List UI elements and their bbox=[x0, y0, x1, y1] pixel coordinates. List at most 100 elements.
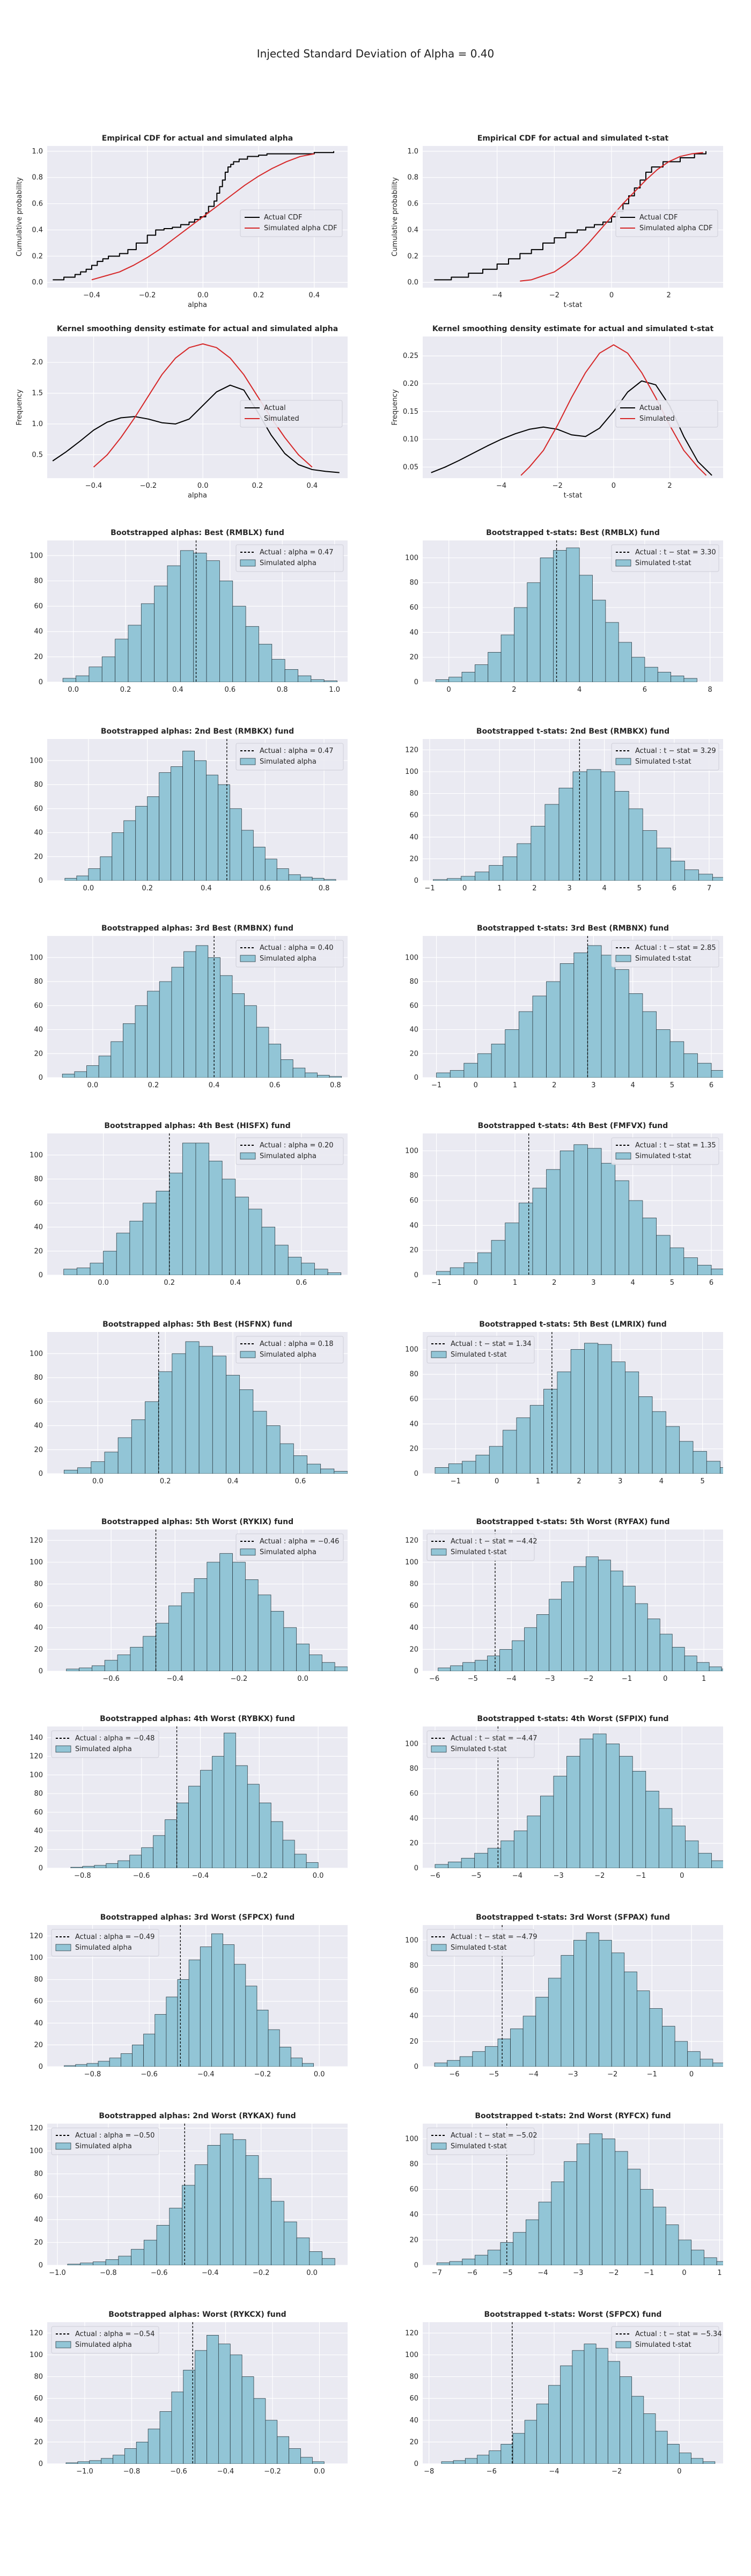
chart-svg: −1 0 1 2 3 4 5 0 20 40 60 80 100 Bootstrapped t-stats… bbox=[405, 1320, 723, 1485]
legend-box bbox=[235, 1336, 344, 1364]
histogram-bar bbox=[711, 1860, 723, 1868]
x-tick-label: −0.2 bbox=[140, 482, 157, 490]
histogram-bar bbox=[559, 1151, 575, 1275]
legend: Actual : t − stat = −4.79 Simulated t-sta… bbox=[426, 1929, 538, 1957]
histogram-bar bbox=[147, 796, 160, 881]
chart-title: Bootstrapped alphas: 2nd Worst (RYKAX) f… bbox=[99, 2112, 296, 2120]
histogram-bar bbox=[256, 2009, 269, 2067]
histogram-bar bbox=[64, 2065, 76, 2067]
histogram-bar bbox=[117, 1860, 130, 1868]
legend-label: Simulated t-stat bbox=[635, 758, 691, 766]
histogram-bar bbox=[309, 2251, 322, 2265]
x-axis-label: alpha bbox=[188, 301, 207, 309]
y-tick-label: 0 bbox=[414, 2262, 418, 2270]
legend-label: Simulated alpha bbox=[75, 2341, 132, 2349]
y-tick-label: 120 bbox=[30, 1753, 43, 1761]
histogram-bar bbox=[270, 1611, 284, 1671]
histogram-bar bbox=[635, 1603, 648, 1671]
histogram-bar bbox=[450, 1070, 465, 1078]
x-tick-label: 0 bbox=[447, 686, 451, 694]
x-axis-label: alpha bbox=[188, 492, 207, 500]
y-tick-label: 80 bbox=[34, 1790, 43, 1798]
histogram-bar bbox=[182, 1143, 196, 1275]
x-tick-label: 1 bbox=[497, 884, 502, 892]
histogram-bar bbox=[527, 1816, 541, 1868]
x-tick-label: −1 bbox=[431, 1081, 441, 1089]
legend: Actual : t − stat = −4.42 Simulated t-sta… bbox=[426, 1533, 538, 1561]
histogram-bar bbox=[725, 1864, 738, 1868]
histogram-bar bbox=[474, 664, 489, 682]
histogram-bar bbox=[293, 1455, 307, 1474]
legend-label: Simulated t-stat bbox=[635, 559, 691, 567]
histogram-bar bbox=[288, 874, 301, 881]
y-tick-label: 20 bbox=[409, 1050, 418, 1058]
x-tick-label: 2 bbox=[552, 1279, 556, 1287]
histogram-bar bbox=[86, 1065, 99, 1078]
figure-title: Injected Standard Deviation of Alpha = 0… bbox=[256, 47, 495, 60]
histogram-bar bbox=[477, 2455, 490, 2464]
histogram-bar bbox=[321, 1662, 335, 1671]
chart-title: Bootstrapped alphas: 4th Worst (RYBKX) f… bbox=[100, 1715, 295, 1723]
histogram-bar bbox=[712, 877, 723, 881]
histogram-bar bbox=[602, 2138, 615, 2265]
histogram-bar bbox=[540, 558, 554, 682]
histogram-bar bbox=[595, 2348, 608, 2464]
x-tick-label: −4 bbox=[538, 2269, 548, 2277]
histogram-bar bbox=[477, 1053, 492, 1078]
legend: Actual : t − stat = 2.85 Simulated t-stat bbox=[611, 940, 719, 968]
x-tick-label: 5 bbox=[637, 884, 642, 892]
histogram-bar bbox=[327, 1272, 342, 1275]
histogram-bar bbox=[94, 1865, 107, 1868]
y-tick-label: 0.20 bbox=[403, 380, 418, 388]
chart-bs_t6: −6 −5 −4 −3 −2 −1 0 1 0 20 40 60 80 100 120 Bootstrappe… bbox=[376, 1512, 751, 1708]
x-tick-label: 0.0 bbox=[297, 1675, 308, 1683]
x-tick-label: −5 bbox=[468, 1675, 478, 1683]
histogram-bar bbox=[253, 2398, 266, 2464]
histogram-bar bbox=[625, 1371, 639, 1474]
histogram-bar bbox=[489, 2450, 502, 2464]
x-tick-label: 5 bbox=[701, 1477, 705, 1485]
histogram-bar bbox=[247, 1784, 260, 1868]
chart-title: Bootstrapped alphas: 3rd Worst (SFPCX) f… bbox=[100, 1913, 295, 1922]
histogram-bar bbox=[649, 2008, 662, 2067]
y-tick-label: 40 bbox=[34, 2417, 43, 2425]
histogram-bar bbox=[570, 1349, 585, 1474]
chart-bs_t1: 0 2 4 6 8 0 20 40 60 80 100 Bootstrapped t-stats: B… bbox=[376, 523, 751, 719]
histogram-bar bbox=[450, 1665, 463, 1671]
histogram-bar bbox=[601, 1163, 616, 1275]
y-tick-label: 100 bbox=[405, 1558, 418, 1567]
y-tick-label: 0 bbox=[39, 1074, 43, 1082]
legend-swatch bbox=[615, 1152, 631, 1160]
histogram-bar bbox=[503, 1430, 517, 1474]
y-tick-label: 20 bbox=[409, 1247, 418, 1255]
y-tick-label: 100 bbox=[30, 1954, 43, 1962]
legend-label: Actual : t − stat = −4.47 bbox=[451, 1735, 538, 1743]
legend-swatch bbox=[55, 2341, 71, 2348]
x-tick-label: −3 bbox=[568, 2070, 578, 2079]
legend-box bbox=[611, 743, 719, 771]
x-tick-label: 0.0 bbox=[314, 2468, 325, 2476]
histogram-bar bbox=[116, 1233, 130, 1275]
x-tick-label: −6 bbox=[430, 1872, 440, 1880]
legend-box bbox=[235, 1533, 344, 1561]
x-tick-label: −4 bbox=[496, 482, 506, 490]
histogram-bar bbox=[652, 1411, 666, 1474]
histogram-bar bbox=[487, 1656, 500, 1671]
histogram-bar bbox=[499, 1649, 512, 1671]
histogram-bar bbox=[171, 967, 184, 1078]
chart-svg: −0.4 −0.2 0.0 0.2 0.4 0.0 0.2 0.4 0.6 0.8 1.0 Empir… bbox=[16, 134, 348, 309]
histogram-bar bbox=[656, 1029, 671, 1078]
y-tick-label: 100 bbox=[405, 1147, 418, 1155]
y-tick-label: 100 bbox=[405, 1936, 418, 1944]
y-tick-label: 0 bbox=[414, 1667, 418, 1675]
y-tick-label: 100 bbox=[30, 1771, 43, 1779]
chart-ecdf_tstat: −4 −2 0 2 0.0 0.2 0.4 0.6 0.8 1.0 Empirical CDF fo… bbox=[376, 129, 751, 324]
histogram-bar bbox=[302, 2063, 314, 2067]
histogram-bar bbox=[113, 2455, 125, 2464]
histogram-bar bbox=[212, 1356, 226, 1474]
histogram-bar bbox=[510, 2028, 524, 2067]
legend-label: Simulated t-stat bbox=[635, 2341, 691, 2349]
histogram-bar bbox=[292, 1067, 306, 1078]
legend-box bbox=[235, 1137, 344, 1165]
histogram-bar bbox=[264, 859, 277, 881]
